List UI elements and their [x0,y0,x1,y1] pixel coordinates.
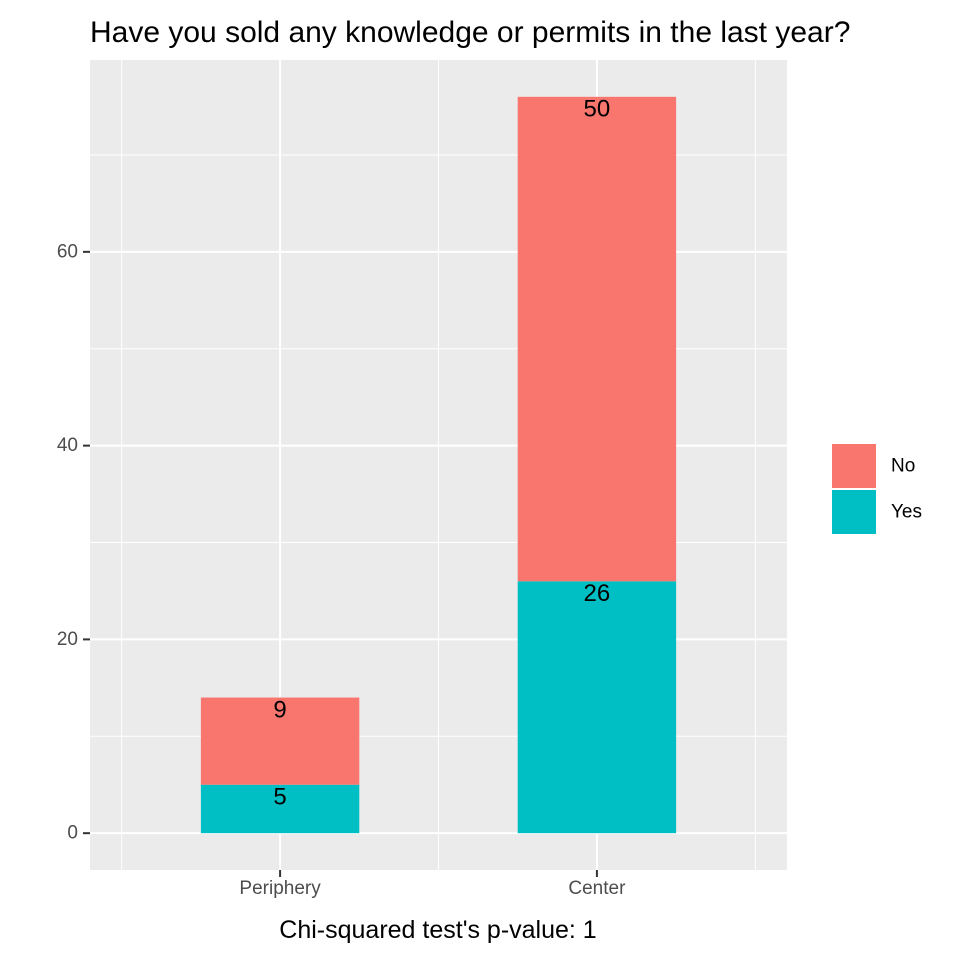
data-label: 9 [273,696,286,723]
legend-key-no [832,444,876,488]
legend-key-yes [832,490,876,534]
x-tick-label: Center [568,878,626,899]
bar-no-center [517,96,677,582]
legend: No Yes [832,444,922,534]
y-tick-label: 0 [67,823,78,844]
legend-label-no: No [891,456,915,477]
bar-no-periphery [200,697,360,785]
x-tick-label: Periphery [239,878,321,899]
x-axis-title: Chi-squared test's p-value: 1 [279,916,596,944]
chart-title: Have you sold any knowledge or permits i… [90,16,850,49]
x-axis: Periphery Center [239,870,626,899]
y-tick-label: 40 [57,435,78,456]
bar-yes-center [517,581,677,834]
y-tick-label: 60 [57,241,78,262]
y-axis: 0 20 40 60 [57,241,90,844]
data-labels: 5 9 26 50 [273,96,610,811]
bar-yes-periphery [200,784,360,834]
data-label: 50 [584,96,611,123]
data-label: 26 [584,580,611,607]
y-tick-label: 20 [57,629,78,650]
bars [200,96,677,834]
legend-label-yes: Yes [891,502,922,523]
data-label: 5 [273,784,286,811]
